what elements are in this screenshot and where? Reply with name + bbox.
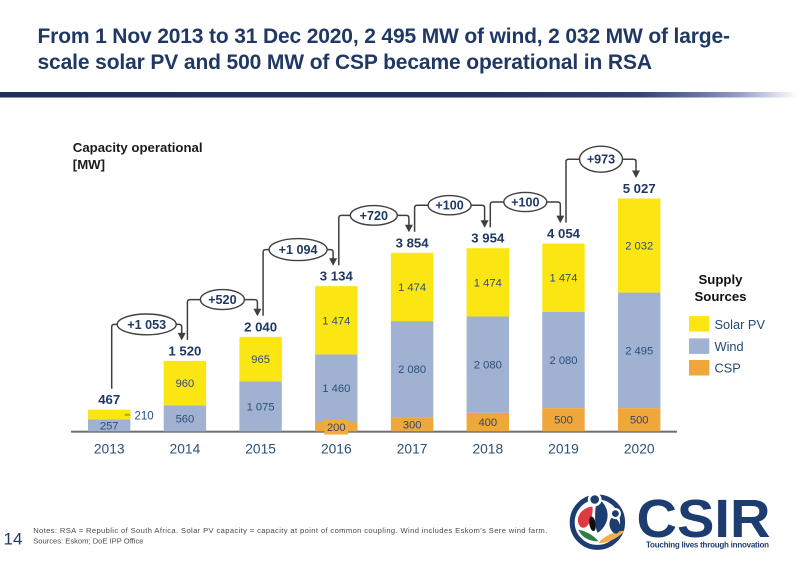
- svg-text:+720: +720: [360, 209, 388, 223]
- svg-text:Solar PV: Solar PV: [715, 317, 766, 332]
- svg-text:1 474: 1 474: [550, 273, 578, 285]
- svg-text:257: 257: [100, 420, 119, 432]
- svg-text:scale solar PV and 500 MW of C: scale solar PV and 500 MW of CSP became …: [38, 51, 653, 74]
- svg-text:2019: 2019: [548, 442, 579, 457]
- svg-text:2014: 2014: [170, 442, 201, 457]
- svg-text:400: 400: [478, 417, 497, 429]
- svg-text:Touching lives through innovat: Touching lives through innovation: [646, 540, 769, 549]
- svg-text:2 080: 2 080: [550, 355, 578, 367]
- svg-text:1 520: 1 520: [168, 343, 201, 358]
- svg-text:2016: 2016: [321, 442, 352, 457]
- svg-text:Sources: Eskom; DoE IPP Office: Sources: Eskom; DoE IPP Office: [33, 537, 143, 546]
- svg-text:1 474: 1 474: [398, 282, 426, 294]
- svg-text:2018: 2018: [472, 442, 503, 457]
- svg-text:Notes: RSA = Republic of South: Notes: RSA = Republic of South Africa. S…: [33, 526, 547, 535]
- svg-text:+973: +973: [587, 153, 615, 167]
- svg-text:200: 200: [327, 422, 346, 434]
- svg-text:From 1 Nov 2013 to 31 Dec 2020: From 1 Nov 2013 to 31 Dec 2020, 2 495 MW…: [38, 25, 731, 48]
- svg-text:Sources: Sources: [694, 289, 746, 304]
- svg-text:467: 467: [98, 392, 120, 407]
- svg-text:3 854: 3 854: [396, 235, 430, 250]
- svg-text:Supply: Supply: [699, 272, 744, 287]
- svg-text:965: 965: [251, 354, 270, 366]
- svg-text:3 954: 3 954: [471, 231, 505, 246]
- svg-text:2020: 2020: [624, 442, 655, 457]
- svg-text:[MW]: [MW]: [73, 157, 105, 172]
- svg-text:1 460: 1 460: [322, 383, 350, 395]
- svg-text:2 032: 2 032: [625, 241, 653, 253]
- svg-text:2 495: 2 495: [625, 345, 653, 357]
- svg-text:960: 960: [176, 378, 195, 390]
- svg-text:1 474: 1 474: [474, 277, 502, 289]
- svg-text:CSIR: CSIR: [637, 489, 771, 549]
- svg-text:Capacity operational: Capacity operational: [73, 140, 203, 155]
- svg-text:+100: +100: [435, 199, 463, 213]
- svg-text:+100: +100: [511, 196, 539, 210]
- svg-text:500: 500: [554, 415, 573, 427]
- svg-text:2 040: 2 040: [244, 319, 277, 334]
- svg-text:2 080: 2 080: [474, 360, 502, 372]
- svg-text:CSP: CSP: [715, 361, 741, 376]
- svg-text:500: 500: [630, 415, 649, 427]
- svg-text:+1 053: +1 053: [127, 318, 166, 332]
- svg-text:+1 094: +1 094: [279, 243, 318, 257]
- svg-text:5 027: 5 027: [623, 181, 656, 196]
- svg-text:2015: 2015: [245, 442, 276, 457]
- svg-text:1 474: 1 474: [322, 315, 350, 327]
- svg-text:1 075: 1 075: [247, 401, 275, 413]
- svg-text:2013: 2013: [94, 442, 125, 457]
- svg-text:3 134: 3 134: [320, 269, 354, 284]
- svg-text:560: 560: [176, 413, 195, 425]
- svg-text:300: 300: [403, 419, 422, 431]
- svg-text:2017: 2017: [397, 442, 428, 457]
- svg-text:2 080: 2 080: [398, 364, 426, 376]
- svg-text:+520: +520: [208, 293, 236, 307]
- svg-text:14: 14: [4, 529, 23, 548]
- svg-text:210: 210: [135, 410, 154, 422]
- svg-text:Wind: Wind: [715, 339, 744, 354]
- svg-text:4 054: 4 054: [547, 226, 581, 241]
